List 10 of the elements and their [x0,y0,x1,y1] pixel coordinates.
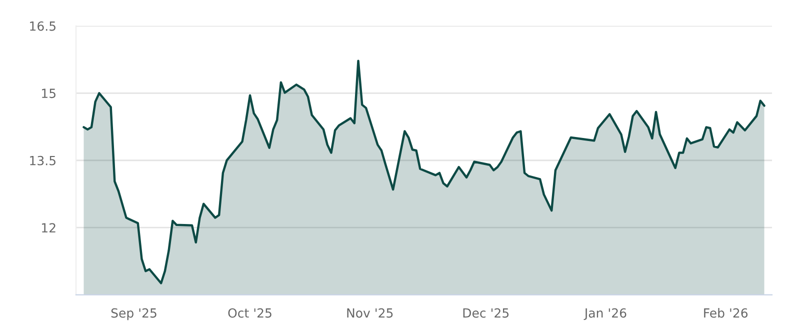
y-tick-label: 15 [42,88,56,98]
x-tick-label: Oct '25 [228,308,272,318]
x-tick-label: Sep '25 [111,308,156,320]
x-tick-label: Nov '25 [347,308,393,318]
y-tick-label: 12 [42,223,56,232]
x-tick-label: Dec '25 [463,308,509,318]
y-tick-label: 16.5 [30,21,56,31]
x-tick-label: Jan '26 [584,308,626,320]
y-tick-label: 13.5 [30,156,56,166]
x-tick-label: Feb '26 [704,308,748,318]
